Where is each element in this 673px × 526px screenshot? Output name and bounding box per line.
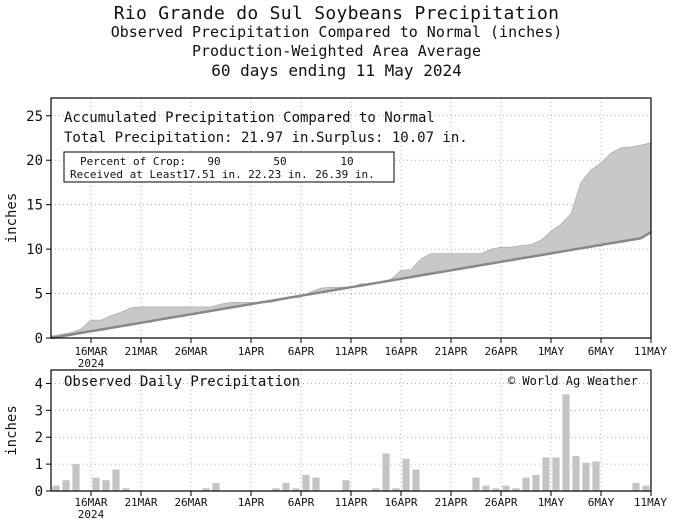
daily-bar xyxy=(102,480,110,491)
daily-xtick-label: 11MAY xyxy=(634,496,667,509)
daily-bar xyxy=(202,488,210,491)
daily-ytick-label: 1 xyxy=(35,457,43,473)
chart-period: 60 days ending 11 May 2024 xyxy=(211,61,462,80)
accumulated-xtick-label: 11APR xyxy=(334,345,367,358)
daily-xtick-label: 21APR xyxy=(434,496,467,509)
chart-subtitle-2: Production-Weighted Area Average xyxy=(192,42,481,60)
daily-bar xyxy=(52,485,60,491)
crop-table-percent: 50 xyxy=(273,155,286,168)
accumulated-ytick-label: 20 xyxy=(26,153,43,169)
surplus-area xyxy=(51,142,651,338)
crop-table-received: 22.23 in. xyxy=(248,168,308,181)
daily-bar xyxy=(502,485,510,491)
crop-table-row2-label: Received at Least: xyxy=(70,168,189,181)
crop-table-received: 26.39 in. xyxy=(315,168,375,181)
daily-bar xyxy=(562,394,570,491)
daily-ytick-label: 4 xyxy=(35,376,43,392)
daily-bar xyxy=(642,485,650,491)
daily-bar xyxy=(382,453,390,491)
accumulated-panel: 0 5 10 15 20 25 inches 16MAR 21MAR 26MAR 1APR 6APR 1… xyxy=(4,97,667,370)
accumulated-ytick-label: 15 xyxy=(26,198,43,214)
daily-bar xyxy=(312,477,320,491)
accumulated-xtick-label: 16MAR xyxy=(74,345,107,358)
daily-bar xyxy=(632,482,640,491)
daily-bar xyxy=(112,469,120,491)
daily-bar xyxy=(572,456,580,491)
daily-bar xyxy=(92,477,100,491)
daily-bar xyxy=(532,474,540,491)
accumulated-ytick-label: 5 xyxy=(35,287,43,303)
daily-xtick-label: 21MAR xyxy=(124,496,157,509)
daily-ytick-label: 2 xyxy=(35,430,43,446)
normal-series-line xyxy=(50,231,652,340)
accumulated-xtick-label: 21APR xyxy=(434,345,467,358)
daily-bar xyxy=(512,488,520,491)
daily-xtick-label: 16MAR xyxy=(74,496,107,509)
accumulated-xtick-label: 1MAY xyxy=(538,345,565,358)
daily-bar xyxy=(552,457,560,491)
daily-bar xyxy=(412,469,420,491)
daily-bar xyxy=(292,488,300,491)
daily-bar xyxy=(592,461,600,491)
crop-table-row1-label: Percent of Crop: xyxy=(80,155,186,168)
accumulated-xtick-label: 6MAY xyxy=(588,345,615,358)
daily-bar xyxy=(482,485,490,491)
daily-year-label: 2024 xyxy=(78,508,105,521)
daily-bar xyxy=(282,482,290,491)
daily-bar xyxy=(542,457,550,491)
daily-ytick-label: 0 xyxy=(35,484,43,500)
accumulated-ytick-label: 25 xyxy=(26,109,43,125)
daily-panel: 0 1 2 3 4 inches 16MAR 21MAR 26MAR 1APR 6APR 11APR 1… xyxy=(4,369,667,521)
accumulated-ytick-label: 0 xyxy=(35,331,43,347)
daily-panel-title: Observed Daily Precipitation xyxy=(64,374,300,390)
accumulated-xtick-label: 26MAR xyxy=(174,345,207,358)
daily-bar xyxy=(342,480,350,491)
accumulated-ytick-label: 10 xyxy=(26,242,43,258)
daily-bar xyxy=(582,462,590,491)
daily-xtick-label: 26APR xyxy=(484,496,517,509)
accumulated-xtick-label: 11MAY xyxy=(634,345,667,358)
daily-xtick-label: 26MAR xyxy=(174,496,207,509)
daily-xtick-label: 16APR xyxy=(384,496,417,509)
crop-table-percent: 10 xyxy=(340,155,353,168)
chart-subtitle: Observed Precipitation Compared to Norma… xyxy=(110,23,563,41)
accumulated-xtick-label: 26APR xyxy=(484,345,517,358)
daily-ytick-label: 3 xyxy=(35,403,43,419)
accumulated-xtick-label: 16APR xyxy=(384,345,417,358)
credit-label: © World Ag Weather xyxy=(508,374,638,388)
daily-bar xyxy=(72,464,80,491)
daily-bar xyxy=(402,458,410,491)
accumulated-xtick-label: 1APR xyxy=(238,345,265,358)
surplus-label: Surplus: 10.07 in. xyxy=(316,130,468,146)
daily-xtick-label: 6APR xyxy=(288,496,315,509)
accumulated-panel-title: Accumulated Precipitation Compared to No… xyxy=(64,110,435,126)
daily-bar xyxy=(392,488,400,491)
accumulated-xtick-label: 6APR xyxy=(288,345,315,358)
daily-xtick-label: 6MAY xyxy=(588,496,615,509)
daily-bar xyxy=(122,488,130,491)
daily-bar xyxy=(492,488,500,491)
crop-table-percent: 90 xyxy=(207,155,220,168)
daily-xtick-label: 1APR xyxy=(238,496,265,509)
accumulated-xtick-label: 21MAR xyxy=(124,345,157,358)
daily-xtick-label: 1MAY xyxy=(538,496,565,509)
daily-bar xyxy=(302,474,310,491)
accumulated-ylabel: inches xyxy=(4,193,20,244)
accumulated-year-label: 2024 xyxy=(78,357,105,370)
daily-bar xyxy=(62,480,70,491)
chart-title: Rio Grande do Sul Soybeans Precipitation xyxy=(113,3,560,24)
daily-bar xyxy=(272,488,280,491)
daily-xtick-label: 11APR xyxy=(334,496,367,509)
crop-table-received: 17.51 in. xyxy=(182,168,242,181)
crop-table-box xyxy=(63,151,395,183)
daily-bar xyxy=(372,488,380,491)
daily-bar xyxy=(212,482,220,491)
daily-bar xyxy=(472,477,480,491)
total-precipitation-label: Total Precipitation: 21.97 in. xyxy=(64,130,317,146)
daily-ylabel: inches xyxy=(4,405,20,456)
daily-bar xyxy=(522,477,530,491)
chart-titles: Rio Grande do Sul Soybeans Precipitation… xyxy=(0,4,673,80)
